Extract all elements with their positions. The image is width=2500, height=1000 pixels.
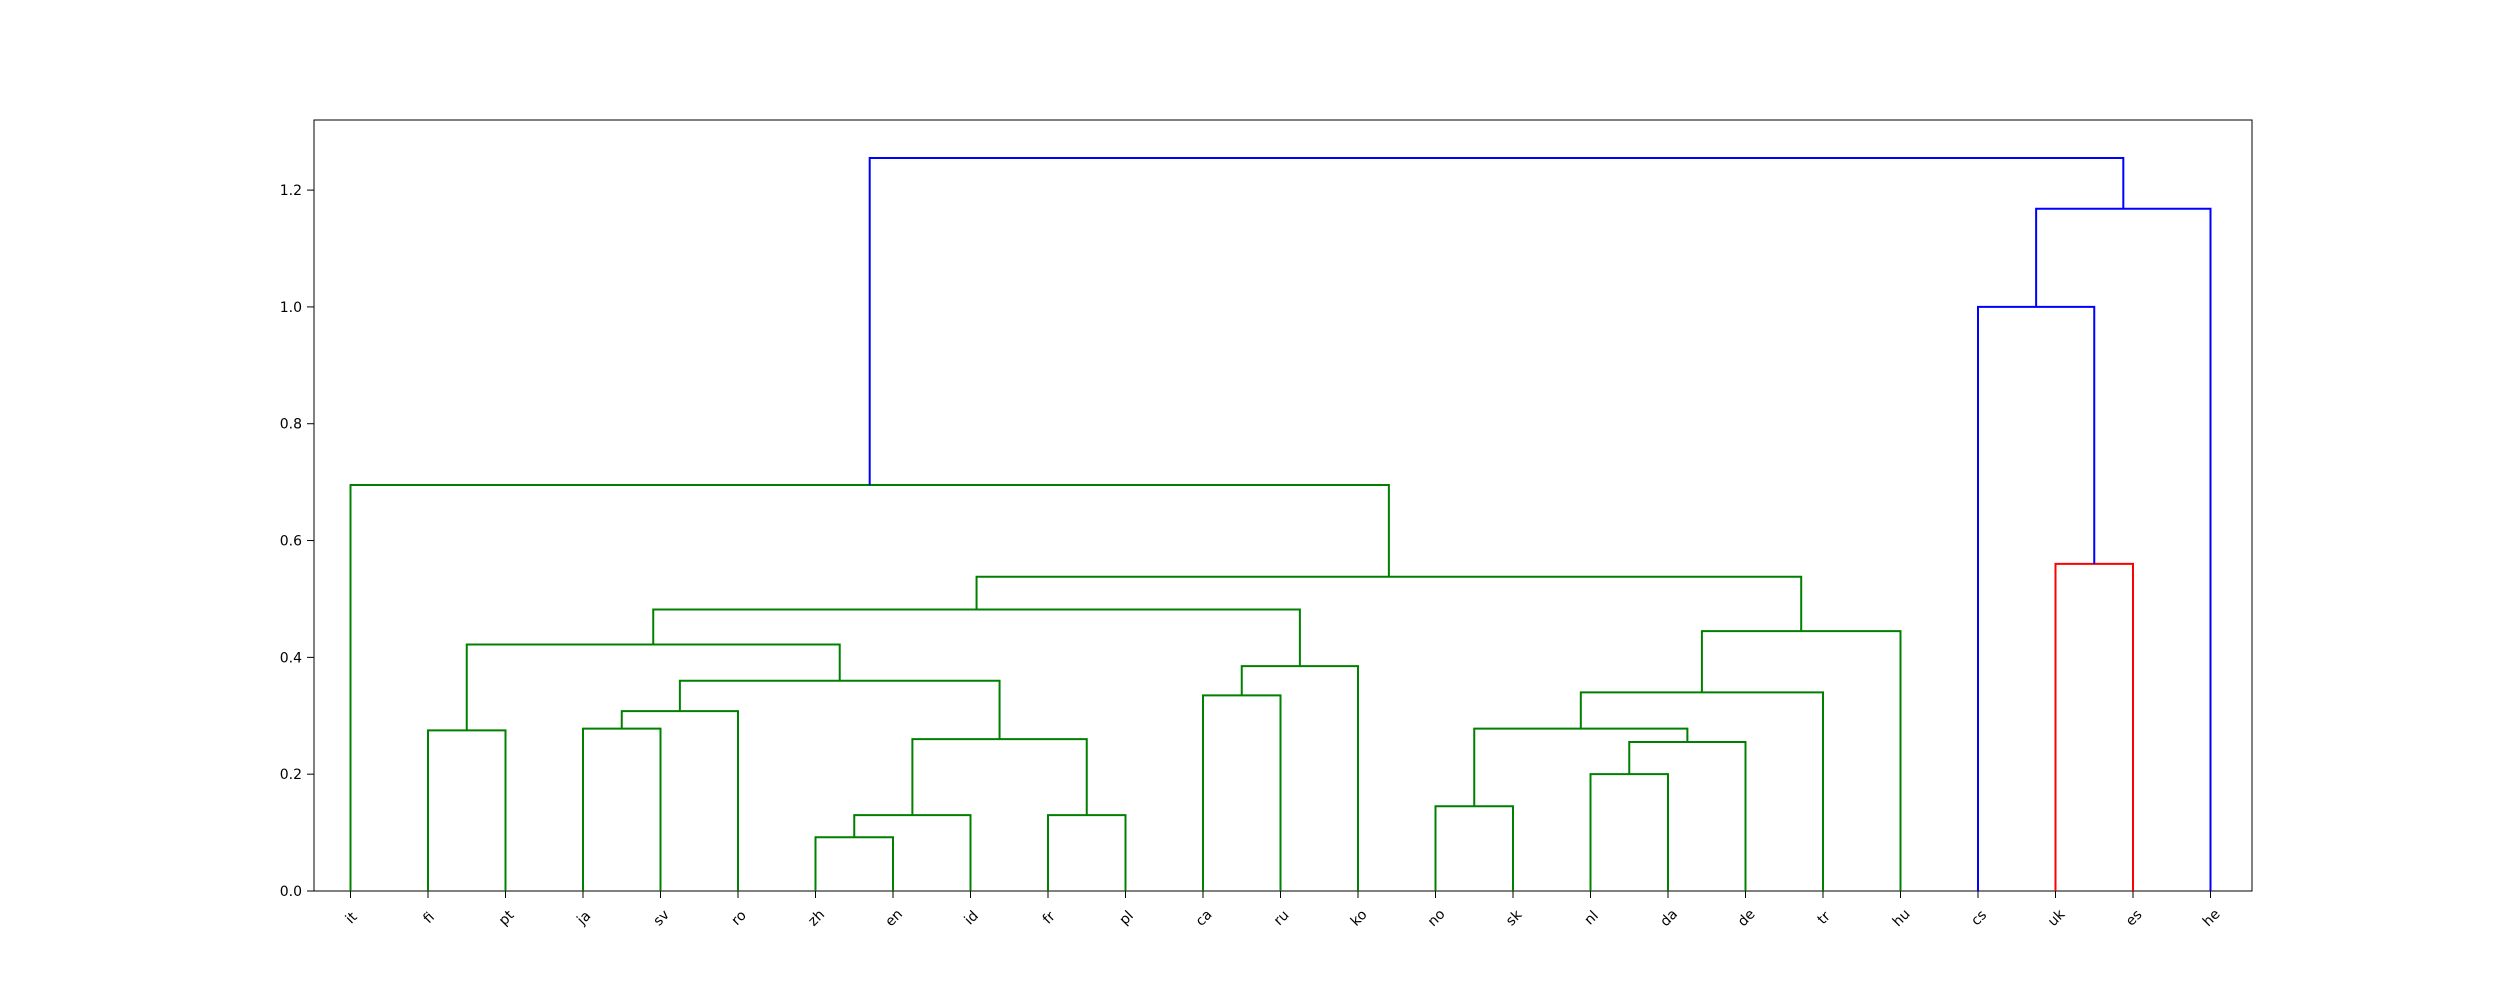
leaf-label-sv: sv bbox=[651, 907, 673, 929]
dendrogram-link-c-fr-pl bbox=[1047, 814, 1127, 891]
leaf-label-pt: pt bbox=[496, 907, 518, 929]
leaf-label-no: no bbox=[1425, 906, 1449, 930]
dendrogram-link-c-no-tr bbox=[1579, 691, 1824, 891]
dendrogram-link-c-zh-en-id bbox=[853, 814, 972, 891]
y-axis: 0.0 0.2 0.4 0.6 0.8 1.0 1.2 bbox=[280, 183, 314, 900]
leaf-label-hu: hu bbox=[1890, 906, 1914, 930]
x-axis: it fi pt ja sv ro zh en id fr pl ca ru ko no sk nl da de tr… bbox=[343, 891, 2224, 930]
dendrogram-link-c-fi-pt bbox=[427, 729, 507, 891]
leaf-label-de: de bbox=[1735, 906, 1759, 930]
leaf-label-ro: ro bbox=[729, 908, 750, 929]
dendrogram-link-c-root bbox=[868, 156, 2125, 486]
dendrogram-link-c-it-hu bbox=[349, 484, 1390, 891]
y-tick-label: 1.2 bbox=[280, 183, 302, 199]
dendrogram-links bbox=[349, 156, 2212, 891]
leaf-label-fr: fr bbox=[1040, 909, 1059, 928]
y-tick-label: 0.8 bbox=[280, 417, 302, 433]
dendrogram-link-c-ca-ko bbox=[1240, 665, 1359, 891]
leaf-label-nl: nl bbox=[1582, 908, 1602, 928]
dendrogram-link-c-ja-pl bbox=[678, 679, 1001, 740]
leaf-label-id: id bbox=[961, 908, 981, 928]
leaf-label-zh: zh bbox=[805, 907, 828, 930]
leaf-label-tr: tr bbox=[1815, 908, 1834, 927]
y-tick-label: 0.0 bbox=[280, 884, 302, 900]
leaf-label-ja: ja bbox=[573, 908, 594, 929]
leaf-label-da: da bbox=[1657, 906, 1681, 930]
dendrogram-link-c-ja-sv bbox=[582, 727, 662, 891]
leaf-label-sk: sk bbox=[1503, 906, 1526, 929]
leaf-label-ko: ko bbox=[1348, 907, 1371, 930]
dendrogram-link-c-nl-da-de bbox=[1628, 741, 1747, 891]
y-tick-label: 0.2 bbox=[280, 767, 302, 783]
leaf-label-es: es bbox=[2123, 907, 2146, 930]
dendrogram-link-c-ja-ro bbox=[620, 710, 739, 891]
plot-frame bbox=[313, 119, 2253, 892]
dendrogram-link-c-uk-es bbox=[2054, 562, 2134, 891]
leaf-label-fi: fi bbox=[420, 909, 438, 927]
y-tick-label: 0.4 bbox=[280, 650, 302, 666]
dendrogram-link-c-fi-pl bbox=[465, 643, 841, 731]
leaf-label-he: he bbox=[2200, 906, 2224, 930]
dendrogram-link-c-fi-ko bbox=[652, 608, 1301, 667]
y-tick-label: 0.6 bbox=[280, 534, 302, 550]
dendrogram-link-c-no-hu bbox=[1700, 630, 1902, 891]
dendrogram-link-c-fi-hu bbox=[975, 575, 1803, 632]
leaf-label-cs: cs bbox=[1968, 907, 1990, 929]
dendrogram-link-c-zh-en bbox=[814, 836, 894, 891]
leaf-label-it: it bbox=[343, 909, 361, 927]
dendrogram-link-c-zh-pl bbox=[911, 738, 1088, 816]
leaf-label-ca: ca bbox=[1193, 907, 1216, 930]
dendrogram-link-c-no-de bbox=[1473, 727, 1689, 807]
dendrogram-link-c-ca-ru bbox=[1202, 694, 1282, 891]
dendrogram-link-c-no-sk bbox=[1434, 805, 1514, 891]
leaf-label-en: en bbox=[882, 906, 906, 930]
leaf-label-ru: ru bbox=[1271, 907, 1293, 929]
dendrogram-link-c-nl-da bbox=[1589, 773, 1669, 891]
leaf-label-uk: uk bbox=[2045, 906, 2069, 930]
y-tick-label: 1.0 bbox=[280, 300, 302, 316]
dendrogram-link-c-cs-he bbox=[2035, 207, 2212, 891]
leaf-label-pl: pl bbox=[1116, 908, 1136, 928]
dendrogram-link-c-cs-es bbox=[1977, 305, 2096, 891]
